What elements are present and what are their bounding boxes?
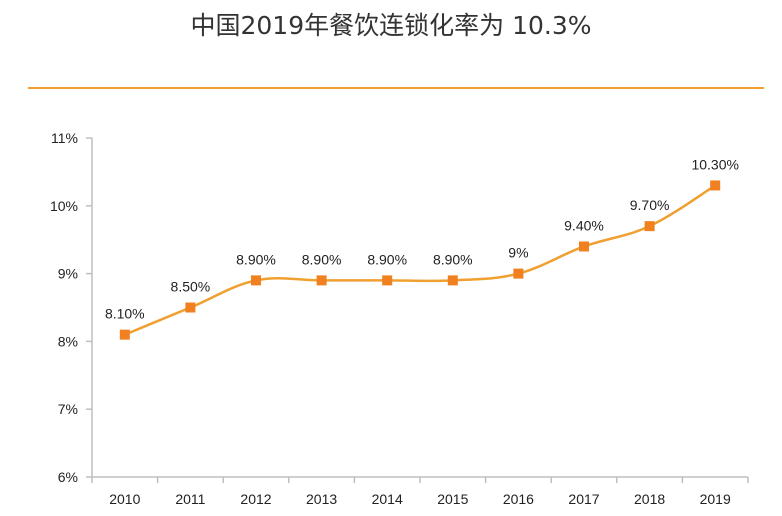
x-tick-label: 2017 (568, 491, 599, 507)
y-tick-label: 8% (58, 333, 78, 349)
y-tick-label: 6% (58, 469, 78, 485)
chart-title: 中国2019年餐饮连锁化率为 10.3% (190, 11, 592, 40)
y-tick-label: 11% (51, 130, 78, 146)
data-label: 8.50% (171, 279, 211, 295)
data-point (119, 329, 130, 340)
x-tick-label: 2013 (306, 491, 337, 507)
data-point (382, 275, 393, 286)
data-label: 10.30% (691, 156, 738, 172)
title-divider (28, 87, 764, 89)
data-point (710, 180, 721, 191)
series-line (124, 184, 716, 336)
data-label: 9.70% (630, 197, 670, 213)
data-point (644, 221, 655, 232)
data-label: 8.90% (236, 251, 276, 267)
x-tick-label: 2019 (700, 491, 731, 507)
y-tick-label: 7% (58, 401, 78, 417)
data-label: 8.90% (433, 251, 473, 267)
data-label: 9.40% (564, 217, 604, 233)
x-tick-label: 2010 (109, 491, 140, 507)
x-tick-label: 2012 (240, 491, 271, 507)
x-tick-label: 2014 (372, 491, 403, 507)
x-tick-label: 2015 (437, 491, 468, 507)
y-tick-label: 10% (50, 198, 78, 214)
data-point (447, 275, 458, 286)
data-point (316, 275, 327, 286)
data-point (251, 275, 261, 286)
x-tick-label: 2011 (175, 491, 205, 507)
data-point (579, 241, 589, 252)
x-tick-label: 2018 (634, 491, 665, 507)
data-label: 8.90% (367, 251, 407, 267)
data-label: 8.10% (105, 306, 145, 322)
data-point (513, 268, 524, 279)
data-label: 8.90% (302, 251, 342, 267)
data-point (185, 302, 196, 313)
y-tick-label: 9% (58, 266, 78, 282)
data-label: 9% (508, 245, 528, 261)
x-tick-label: 2016 (503, 491, 534, 507)
